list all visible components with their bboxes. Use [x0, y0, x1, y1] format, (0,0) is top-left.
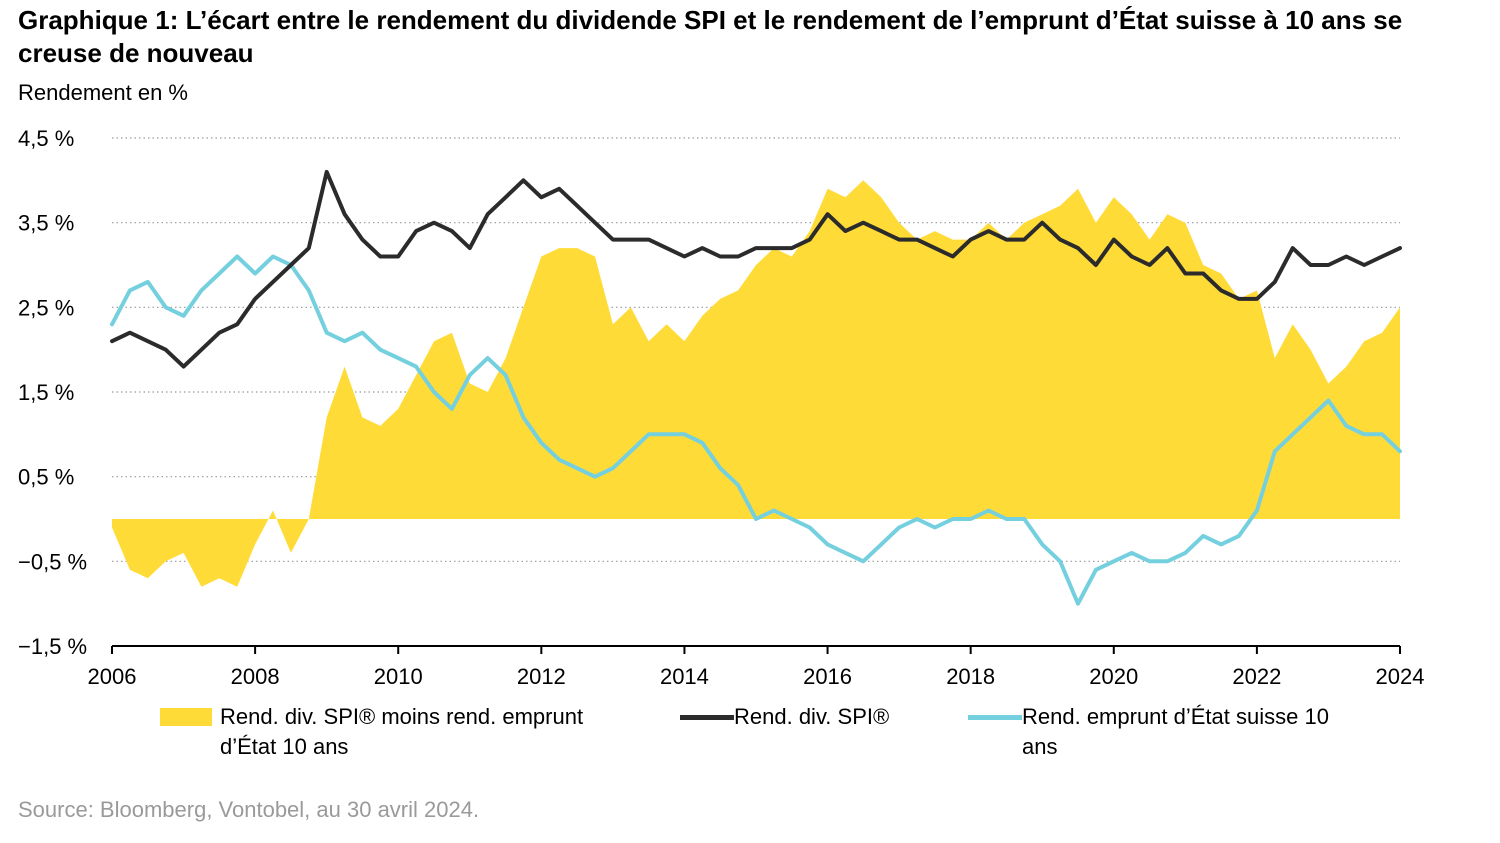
- legend-label-spread: Rend. div. SPI® moins rend. emprunt d’Ét…: [220, 704, 584, 759]
- y-tick-label: 2,5 %: [18, 295, 74, 320]
- chart-title: Graphique 1: L’écart entre le rendement …: [18, 5, 1403, 68]
- y-tick-label: 1,5 %: [18, 380, 74, 405]
- spread-area-group: [112, 180, 1400, 587]
- bond-yield-line: [110, 254, 1402, 606]
- y-ticks: 4,5 % 3,5 % 2,5 % 1,5 % 0,5 % −0,5 % −1,5 %: [18, 126, 87, 659]
- legend-label-spi: Rend. div. SPI®: [734, 704, 890, 729]
- legend-swatch-spread: [160, 708, 212, 726]
- x-tick-label: 2016: [803, 664, 852, 689]
- legend-label-bond: Rend. emprunt d’État suisse 10 ans: [1022, 704, 1329, 759]
- legend-swatch-bond: [968, 715, 1022, 720]
- y-tick-label: 3,5 %: [18, 211, 74, 236]
- spread-area: [112, 180, 1400, 587]
- x-tick-label: 2008: [231, 664, 280, 689]
- legend-item-spread: Rend. div. SPI® moins rend. emprunt d’Ét…: [160, 702, 590, 762]
- x-tick-label: 2020: [1089, 664, 1138, 689]
- x-tick-label: 2012: [517, 664, 566, 689]
- legend-swatch-spi: [680, 715, 734, 720]
- x-ticks: 2006 2008 2010 2012 2014 2016 2018 2020 2022 2024: [88, 645, 1425, 689]
- x-tick-label: 2014: [660, 664, 709, 689]
- x-tick-label: 2024: [1376, 664, 1425, 689]
- legend-item-bond: Rend. emprunt d’État suisse 10 ans: [968, 702, 1368, 762]
- source-note: Source: Bloomberg, Vontobel, au 30 avril…: [18, 797, 480, 822]
- y-tick-label: 0,5 %: [18, 465, 74, 490]
- lines-group: [110, 169, 1402, 606]
- x-tick-label: 2018: [946, 664, 995, 689]
- y-tick-label: 4,5 %: [18, 126, 74, 151]
- x-tick-label: 2022: [1232, 664, 1281, 689]
- y-axis-label: Rendement en %: [18, 80, 188, 105]
- legend-item-spi: Rend. div. SPI®: [680, 702, 960, 732]
- y-tick-label: −0,5 %: [18, 549, 87, 574]
- spi-dividend-line: [110, 169, 1402, 369]
- x-tick-label: 2010: [374, 664, 423, 689]
- x-tick-label: 2006: [88, 664, 137, 689]
- y-tick-label: −1,5 %: [18, 634, 87, 659]
